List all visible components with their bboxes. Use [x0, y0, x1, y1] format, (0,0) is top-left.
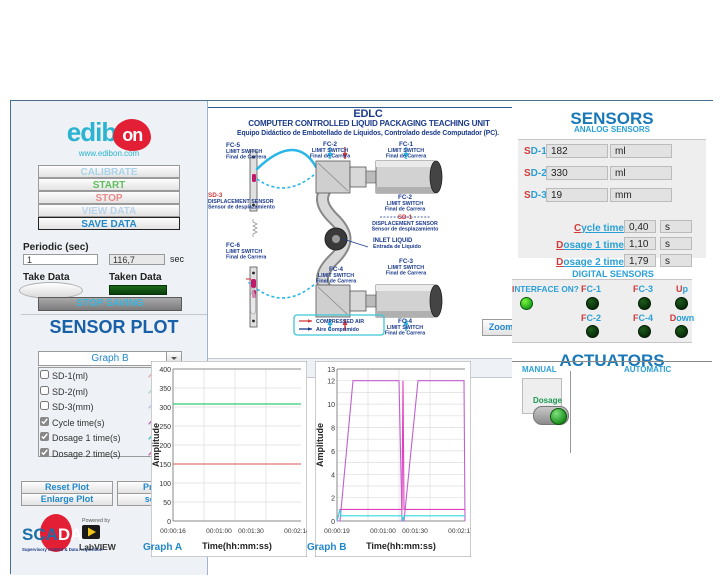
svg-text:00:02:17: 00:02:17 — [448, 528, 471, 535]
svg-text:FC-4: FC-4 — [398, 318, 412, 325]
svg-text:250: 250 — [159, 424, 171, 431]
svg-text:FC-4: FC-4 — [329, 266, 343, 273]
svg-text:00:01:00: 00:01:00 — [206, 528, 232, 535]
svg-text:Time(hh:mm:ss): Time(hh:mm:ss) — [202, 541, 272, 551]
svg-text:Final de Carrera: Final de Carrera — [226, 255, 266, 261]
svg-text:00:02:14: 00:02:14 — [284, 528, 307, 535]
svg-text:6: 6 — [331, 449, 335, 456]
svg-text:COMPRESSED AIR: COMPRESSED AIR — [316, 319, 364, 325]
svg-text:0: 0 — [331, 519, 335, 526]
svg-text:Amplitude: Amplitude — [315, 423, 325, 467]
svg-text:00:00:16: 00:00:16 — [160, 528, 186, 535]
svg-text:FC-3: FC-3 — [399, 258, 413, 265]
svg-text:Aire Comprimido: Aire Comprimido — [316, 327, 360, 333]
svg-text:2: 2 — [331, 496, 335, 503]
svg-text:SD-3: SD-3 — [208, 192, 223, 199]
svg-text:00:01:30: 00:01:30 — [402, 528, 428, 535]
svg-text:Final de Carrera: Final de Carrera — [386, 271, 426, 277]
svg-text:Amplitude: Amplitude — [151, 423, 161, 467]
svg-text:Final de Carrera: Final de Carrera — [385, 207, 425, 213]
svg-text:00:01:00: 00:01:00 — [370, 528, 396, 535]
svg-text:FC-1: FC-1 — [399, 141, 413, 148]
svg-text:13: 13 — [327, 367, 335, 374]
svg-text:10: 10 — [327, 402, 335, 409]
svg-text:12: 12 — [327, 379, 335, 386]
svg-text:50: 50 — [163, 500, 171, 507]
svg-text:Final de Carrera: Final de Carrera — [226, 155, 266, 161]
svg-text:0: 0 — [167, 519, 171, 526]
svg-text:FC-5: FC-5 — [226, 142, 240, 149]
svg-text:100: 100 — [159, 481, 171, 488]
svg-text:SD-1: SD-1 — [398, 214, 413, 221]
svg-text:Time(hh:mm:ss): Time(hh:mm:ss) — [366, 541, 436, 551]
svg-text:FC-6: FC-6 — [226, 242, 240, 249]
svg-text:Final de Carrera: Final de Carrera — [385, 331, 425, 337]
svg-text:00:00:19: 00:00:19 — [324, 528, 350, 535]
svg-text:Entrada de Liquido: Entrada de Liquido — [373, 244, 422, 250]
svg-text:150: 150 — [159, 462, 171, 469]
svg-text:Sensor de desplazamiento: Sensor de desplazamiento — [208, 205, 276, 211]
svg-text:400: 400 — [159, 367, 171, 374]
svg-text:Final de Carrera: Final de Carrera — [310, 154, 350, 160]
svg-text:00:01:30: 00:01:30 — [238, 528, 264, 535]
svg-text:Final de Carrera: Final de Carrera — [316, 279, 356, 285]
svg-text:FC-2: FC-2 — [398, 194, 412, 201]
svg-text:4: 4 — [331, 472, 335, 479]
svg-text:Sensor de desplazamiento: Sensor de desplazamiento — [372, 227, 440, 233]
svg-text:200: 200 — [159, 443, 171, 450]
svg-text:300: 300 — [159, 405, 171, 412]
svg-text:FC-2: FC-2 — [323, 141, 337, 148]
svg-text:8: 8 — [331, 426, 335, 433]
svg-text:350: 350 — [159, 386, 171, 393]
svg-text:Final de Carrera: Final de Carrera — [386, 154, 426, 160]
